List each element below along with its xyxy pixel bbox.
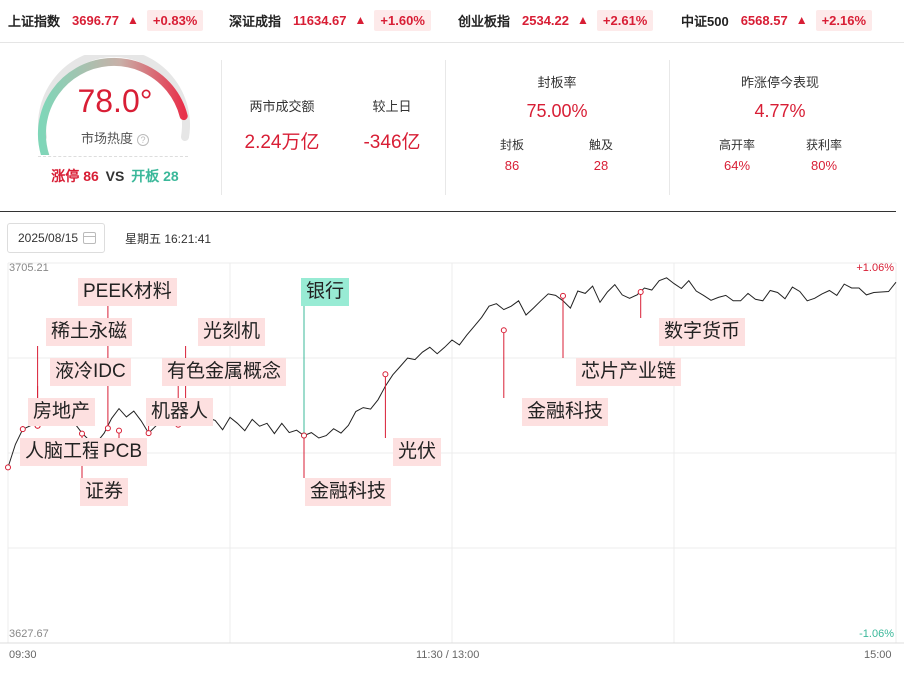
annotation-tag[interactable]: 光刻机 — [198, 318, 266, 346]
annotation-tag[interactable]: 金融科技 — [522, 398, 609, 426]
annotation-tag[interactable]: 稀土永磁 — [46, 318, 133, 346]
index-change-badge: +2.61% — [596, 9, 654, 31]
annotation-marker — [19, 426, 26, 433]
calendar-icon[interactable] — [83, 232, 96, 244]
annotation-marker — [104, 425, 111, 432]
seal-rate-value: 75.00% — [526, 101, 588, 121]
annotation-tag[interactable]: 芯片产业链 — [576, 358, 682, 386]
right-axis-bottom-label: -1.06% — [859, 628, 894, 640]
heat-label-text: 市场热度 — [80, 131, 133, 146]
limit-up-count: 86 — [83, 168, 99, 184]
index-value: 6568.57 — [740, 12, 788, 28]
index-name: 创业板指 — [458, 13, 511, 29]
annotation-marker — [500, 327, 507, 334]
annotation-marker — [382, 371, 389, 378]
gauge-arc — [37, 55, 190, 155]
annotation-marker — [116, 427, 122, 434]
annotation-tag[interactable]: 金融科技 — [305, 478, 392, 506]
index-value: 3696.77 — [72, 12, 120, 28]
up-arrow-icon: ▲ — [795, 13, 808, 27]
index-value: 11634.67 — [293, 12, 347, 28]
index-change-badge: +0.83% — [146, 9, 204, 31]
annotation-marker — [560, 292, 566, 299]
index-name: 中证500 — [681, 13, 729, 29]
y-axis-top-label: 3705.21 — [9, 262, 49, 274]
annotation-tag[interactable]: PCB — [98, 438, 148, 466]
vs-text: VS — [105, 168, 125, 184]
index-item-chinext[interactable]: 创业板指 2534.22 ▲ +2.61% — [458, 8, 654, 32]
annotation-tag[interactable]: 银行 — [301, 278, 350, 306]
sealed-value: 86 — [504, 158, 520, 173]
annotation-tag[interactable]: 证券 — [80, 478, 129, 506]
touched-value: 28 — [593, 158, 609, 173]
profit-value: 80% — [810, 158, 838, 173]
turnover-value: 2.24万亿 — [244, 132, 320, 153]
y-axis-bottom-label: 3627.67 — [9, 628, 49, 640]
heat-value: 78.0° — [77, 83, 153, 119]
sealed-label: 封板 — [499, 138, 524, 152]
date-value: 2025/08/15 — [18, 231, 79, 245]
turnover-title: 两市成交额 — [249, 99, 315, 114]
limit-up-label: 涨停 — [51, 168, 80, 184]
annotation-marker — [79, 430, 85, 437]
annotation-marker — [301, 432, 307, 439]
turnover-compare-title: 较上日 — [372, 99, 412, 114]
annotation-marker — [5, 464, 11, 471]
x-axis-label-open: 09:30 — [9, 649, 37, 661]
open-high-value: 64% — [723, 158, 751, 173]
index-ticker-bar: 上证指数 3696.77 ▲ +0.83% 深证成指 11634.67 ▲ +1… — [0, 0, 904, 40]
up-arrow-icon: ▲ — [577, 13, 589, 27]
annotation-marker — [301, 432, 307, 439]
yesterday-value: 4.77% — [754, 101, 806, 121]
index-change-badge: +2.16% — [815, 9, 873, 31]
annotation-tag[interactable]: 人脑工程 — [20, 438, 107, 466]
x-axis-label-midday: 11:30 / 13:00 — [416, 649, 480, 661]
index-name: 深证成指 — [229, 13, 282, 29]
date-picker[interactable]: 2025/08/15 — [7, 223, 105, 253]
help-icon[interactable]: ? — [137, 133, 149, 146]
annotation-tag[interactable]: 房地产 — [28, 398, 96, 426]
yesterday-title: 昨涨停今表现 — [740, 75, 819, 90]
index-value: 2534.22 — [522, 12, 570, 28]
divider — [0, 42, 904, 43]
turnover-compare-value: -346亿 — [363, 132, 421, 153]
divider — [221, 60, 222, 195]
divider — [445, 60, 446, 195]
divider — [669, 60, 670, 195]
index-change-badge: +1.60% — [374, 9, 431, 31]
opened-count: 28 — [163, 168, 179, 184]
seal-rate-title: 封板率 — [537, 75, 577, 90]
divider — [0, 211, 896, 212]
annotation-tag[interactable]: 有色金属概念 — [162, 358, 287, 386]
index-item-shenzhen[interactable]: 深证成指 11634.67 ▲ +1.60% — [229, 8, 431, 32]
open-high-label: 高开率 — [718, 138, 755, 152]
up-arrow-icon: ▲ — [127, 13, 139, 27]
opened-label: 开板 — [131, 168, 160, 184]
annotation-marker — [637, 288, 644, 295]
annotation-tag[interactable]: 数字货币 — [659, 318, 746, 346]
annotation-tag[interactable]: 光伏 — [393, 438, 442, 466]
annotation-marker — [145, 430, 152, 437]
index-name: 上证指数 — [8, 13, 61, 29]
touched-label: 触及 — [588, 138, 613, 152]
heat-label: 市场热度? — [30, 128, 200, 147]
divider — [38, 156, 188, 157]
limit-up-summary: 涨停 86 VS 开板 28 — [0, 166, 230, 186]
x-axis-label-close: 15:00 — [864, 649, 892, 661]
market-heat-gauge: 78.0° 市场热度? — [30, 55, 200, 195]
index-item-shanghai[interactable]: 上证指数 3696.77 ▲ +0.83% — [8, 8, 204, 32]
annotation-tag[interactable]: PEEK材料 — [78, 278, 177, 306]
right-axis-top-label: +1.06% — [856, 262, 894, 274]
up-arrow-icon: ▲ — [354, 13, 367, 27]
profit-label: 获利率 — [805, 138, 842, 152]
index-item-csi500[interactable]: 中证500 6568.57 ▲ +2.16% — [681, 8, 873, 32]
weekday-time: 星期五 16:21:41 — [125, 232, 212, 246]
annotation-tag[interactable]: 液冷IDC — [50, 358, 131, 386]
annotation-tag[interactable]: 机器人 — [146, 398, 214, 426]
